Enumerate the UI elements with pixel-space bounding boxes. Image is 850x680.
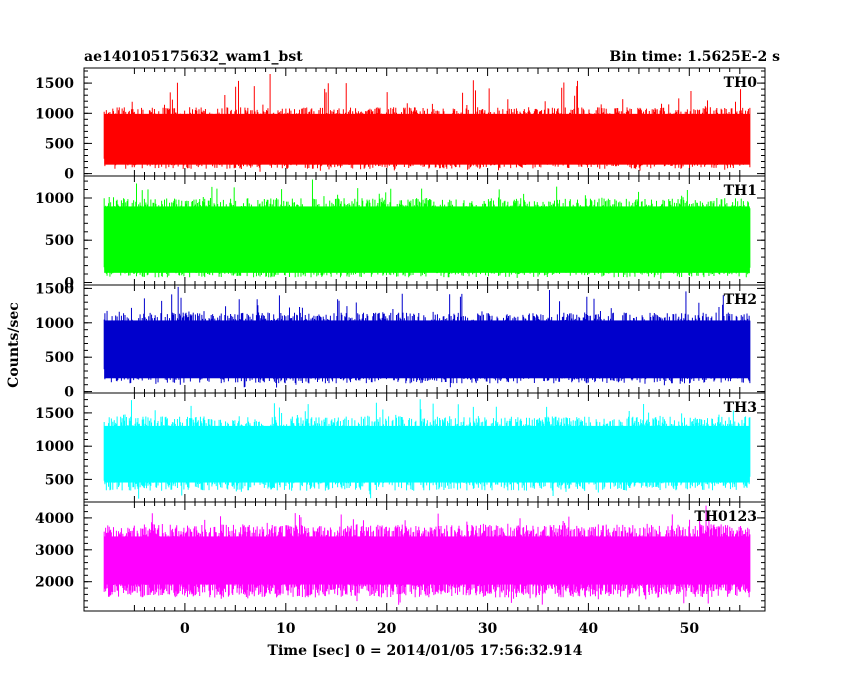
series-trace-th1: [103, 179, 751, 279]
panel-label-th3: TH3: [724, 400, 757, 416]
panel-label-th1: TH1: [724, 183, 757, 199]
y-tick-label: 1000: [35, 316, 74, 332]
y-tick-label: 2000: [35, 575, 74, 591]
y-tick-label: 0: [64, 276, 74, 292]
y-tick-label: 4000: [35, 511, 74, 527]
y-tick-label: 500: [45, 350, 74, 366]
series-trace-th0: [103, 74, 751, 172]
y-tick-label: 0: [64, 385, 74, 401]
panel-th0123: 2000 3000 4000 TH0123 0 10 20 30 40 50: [35, 501, 766, 637]
x-axis-label: Time [sec] 0 = 2014/01/05 17:56:32.914: [268, 643, 583, 659]
y-tick-label: 1500: [35, 76, 74, 92]
panel-th1: 0 500 1000 TH1: [35, 175, 766, 292]
plot-title: ae140105175632_wam1_bst: [84, 49, 303, 65]
x-tick-label: 50: [680, 621, 700, 637]
y-tick-label: 1000: [35, 106, 74, 122]
y-tick-label: 500: [45, 136, 74, 152]
x-tick-label: 40: [579, 621, 599, 637]
y-tick-label: 1500: [35, 281, 74, 297]
series-trace-th3: [103, 399, 751, 499]
panel-label-th0123: TH0123: [694, 509, 757, 525]
y-tick-label: 1000: [35, 191, 74, 207]
panel-th0: 0 500 1000 1500 TH0: [35, 67, 766, 183]
x-tick-label: 0: [180, 621, 190, 637]
bin-time-label: Bin time: 1.5625E-2 s: [609, 49, 780, 65]
x-tick-label: 30: [478, 621, 498, 637]
y-tick-label: 1500: [35, 406, 74, 422]
series-trace-th2: [103, 286, 751, 388]
x-tick-label: 10: [276, 621, 296, 637]
y-tick-label: 500: [45, 472, 74, 488]
x-tick-label: 20: [377, 621, 397, 637]
series-trace-th0123: [103, 505, 751, 605]
panel-label-th2: TH2: [724, 292, 757, 308]
y-axis-label: Counts/sec: [6, 302, 22, 388]
panel-label-th0: TH0: [724, 75, 758, 91]
panel-th2: 0 500 1000 1500 TH2: [35, 281, 766, 401]
y-tick-label: 3000: [35, 543, 74, 559]
y-tick-label: 0: [64, 167, 74, 183]
y-tick-label: 500: [45, 233, 74, 249]
panel-th3: 500 1000 1500 TH3: [35, 392, 766, 503]
y-tick-label: 1000: [35, 439, 74, 455]
